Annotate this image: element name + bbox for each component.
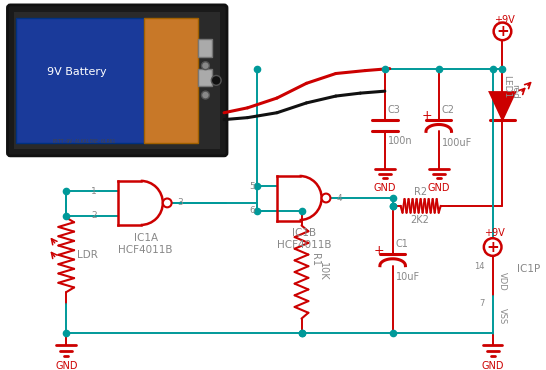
Text: 2: 2 [91, 211, 97, 220]
Bar [144, 18, 198, 143]
Text: BATT-9V-ALKALINE-6LR61: BATT-9V-ALKALINE-6LR61 [52, 139, 116, 144]
Text: +9V: +9V [494, 14, 515, 24]
Text: 100n: 100n [388, 136, 412, 146]
Text: 7: 7 [479, 299, 485, 308]
Text: 14: 14 [474, 262, 485, 271]
Text: LED1: LED1 [502, 75, 511, 98]
Text: +: + [422, 109, 432, 122]
Text: C1: C1 [396, 239, 408, 249]
Text: IC1B: IC1B [293, 228, 317, 238]
Text: 6: 6 [250, 206, 256, 215]
Text: C2: C2 [442, 105, 455, 115]
Text: GND: GND [428, 183, 450, 193]
Text: +9V: +9V [484, 228, 505, 238]
Circle shape [322, 194, 330, 202]
Text: +: + [486, 239, 499, 255]
Circle shape [211, 75, 221, 85]
Circle shape [484, 238, 501, 256]
Circle shape [494, 23, 511, 40]
Circle shape [201, 62, 209, 70]
Text: 10K: 10K [318, 262, 328, 281]
Text: 3: 3 [177, 198, 183, 208]
Bar [14, 12, 220, 149]
Bar [198, 39, 212, 57]
Text: 10uF: 10uF [396, 272, 420, 282]
Text: VDD: VDD [498, 272, 507, 291]
FancyBboxPatch shape [8, 5, 227, 156]
Circle shape [163, 198, 171, 207]
Text: C3: C3 [388, 105, 401, 115]
Circle shape [201, 91, 209, 99]
Text: 2K2: 2K2 [411, 215, 430, 225]
Bar [198, 68, 212, 86]
Text: 100uF: 100uF [442, 138, 472, 148]
Text: R1: R1 [310, 253, 321, 266]
Text: R2: R2 [413, 187, 426, 197]
Text: 9V Battery: 9V Battery [47, 67, 107, 77]
Text: 4: 4 [336, 194, 342, 202]
Text: 1: 1 [91, 186, 97, 196]
Text: red: red [510, 84, 519, 98]
Text: HCF4011B: HCF4011B [118, 245, 173, 255]
Text: 5: 5 [250, 182, 256, 191]
Text: GND: GND [482, 361, 504, 370]
Text: HCF4011B: HCF4011B [277, 240, 332, 250]
Text: IC1A: IC1A [134, 233, 158, 243]
Text: +: + [496, 24, 509, 39]
Text: VSS: VSS [498, 307, 507, 324]
Text: GND: GND [373, 183, 396, 193]
Polygon shape [490, 92, 515, 120]
Bar [16, 18, 144, 143]
Text: +: + [373, 245, 384, 258]
Text: IC1P: IC1P [517, 263, 541, 273]
Text: GND: GND [55, 361, 78, 370]
Text: LDR: LDR [78, 250, 98, 260]
